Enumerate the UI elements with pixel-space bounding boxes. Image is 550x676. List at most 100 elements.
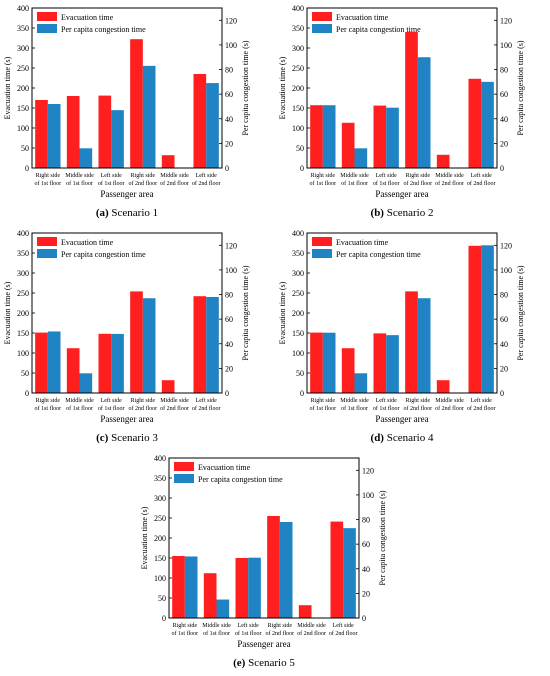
legend-swatch-evacuation — [174, 462, 194, 471]
bar-evacuation-time — [98, 95, 112, 168]
chart-panel-scenario-1: 0 50 100 150 200 250 300 350 400 0 20 40 60 80 100 120 R… — [0, 0, 275, 225]
x-tick-label: Left side — [101, 172, 122, 179]
x-tick-label: Right side — [268, 623, 293, 629]
x-tick-label: Middle side — [340, 173, 369, 179]
y-tick-label: 300 — [292, 269, 304, 278]
y-tick-label: 200 — [292, 309, 304, 318]
bar-congestion-time — [386, 335, 399, 393]
x-tick-label: of 2nd floor — [192, 180, 221, 187]
y2-tick-label: 0 — [362, 614, 366, 623]
legend-swatch-evacuation — [37, 12, 57, 21]
y2-tick-label: 100 — [225, 41, 237, 50]
x-tick-label: of 2nd floor — [403, 405, 432, 412]
y-axis-label: Evacuation time (s) — [278, 281, 287, 344]
caption-text: Scenario 5 — [245, 657, 295, 669]
bar-evacuation-time — [310, 332, 323, 393]
legend-swatch-congestion — [37, 24, 57, 33]
y2-tick-label: 0 — [225, 389, 229, 398]
y2-tick-label: 100 — [500, 41, 512, 50]
bar-congestion-time — [386, 107, 399, 168]
y2-axis-label: Per capita congestion time (s) — [241, 265, 250, 360]
bar-congestion-time — [184, 556, 198, 618]
y2-tick-label: 100 — [362, 491, 374, 500]
bar-evacuation-time — [468, 245, 482, 393]
x-tick-label: Right side — [131, 173, 156, 179]
legend-swatch-evacuation — [37, 237, 57, 246]
bar-congestion-time — [481, 81, 494, 168]
x-axis-label: Passenger area — [375, 414, 428, 424]
bar-evacuation-time — [436, 380, 450, 393]
y-tick-label: 350 — [292, 24, 304, 33]
y-tick-label: 200 — [292, 84, 304, 93]
y-tick-label: 250 — [17, 289, 29, 298]
y-tick-label: 100 — [17, 124, 29, 133]
x-tick-label: Middle side — [160, 173, 189, 179]
x-tick-label: of 1st floor — [373, 405, 400, 412]
caption-letter: (a) — [96, 207, 109, 219]
bar-evacuation-time — [310, 105, 323, 168]
chart-panel-scenario-2: 0 50 100 150 200 250 300 350 400 0 20 40 60 80 100 120 R… — [275, 0, 550, 225]
caption-text: Scenario 2 — [384, 207, 433, 219]
bar-congestion-time — [216, 599, 230, 618]
x-tick-label: Left side — [376, 397, 397, 404]
bar-congestion-time — [354, 373, 368, 393]
y-tick-label: 0 — [162, 614, 166, 623]
bar-congestion-time — [79, 373, 93, 393]
caption-letter: (c) — [96, 432, 109, 444]
x-tick-label: Left side — [333, 622, 354, 629]
y2-axis-label: Per capita congestion time (s) — [516, 265, 525, 360]
x-tick-label: Right side — [36, 173, 61, 179]
y-tick-label: 150 — [292, 329, 304, 338]
bar-congestion-time — [142, 65, 156, 168]
caption-text: Scenario 4 — [384, 432, 434, 444]
bar-congestion-time — [79, 148, 93, 168]
y-tick-label: 350 — [154, 474, 166, 483]
y2-tick-label: 40 — [362, 565, 370, 574]
y2-tick-label: 120 — [225, 241, 237, 250]
x-tick-label: of 1st floor — [373, 180, 400, 187]
chart-svg: 0 50 100 150 200 250 300 350 400 0 20 40 60 80 100 120 R… — [278, 229, 525, 444]
bar-evacuation-time — [468, 78, 482, 168]
x-tick-label: of 2nd floor — [128, 180, 157, 187]
bar-evacuation-time — [373, 333, 387, 393]
y-axis-label: Evacuation time (s) — [278, 56, 287, 119]
legend-swatch-congestion — [174, 474, 194, 483]
y2-tick-label: 80 — [225, 291, 233, 300]
y2-tick-label: 120 — [225, 16, 237, 25]
y-tick-label: 300 — [292, 44, 304, 53]
y2-tick-label: 80 — [225, 66, 233, 75]
chart-panel-scenario-4: 0 50 100 150 200 250 300 350 400 0 20 40 60 80 100 120 R… — [275, 225, 550, 450]
x-tick-label: of 1st floor — [341, 405, 368, 412]
legend-label-evacuation: Evacuation time — [198, 463, 251, 472]
x-tick-label: of 1st floor — [235, 630, 262, 637]
legend-label-congestion: Per capita congestion time — [61, 25, 146, 34]
x-tick-label: of 2nd floor — [192, 405, 221, 412]
bar-evacuation-time — [66, 348, 80, 393]
y2-tick-label: 120 — [362, 466, 374, 475]
y2-tick-label: 120 — [500, 16, 512, 25]
y-tick-label: 350 — [17, 24, 29, 33]
x-tick-label: of 1st floor — [171, 630, 198, 637]
y-tick-label: 100 — [154, 574, 166, 583]
bar-congestion-time — [417, 57, 431, 169]
bar-congestion-time — [248, 557, 261, 618]
x-tick-label: Right side — [311, 398, 336, 404]
y2-tick-label: 0 — [500, 164, 504, 173]
y-tick-label: 0 — [300, 389, 304, 398]
bar-congestion-time — [354, 148, 368, 168]
x-tick-label: of 2nd floor — [160, 180, 189, 187]
x-tick-label: Left side — [471, 172, 492, 179]
bar-evacuation-time — [298, 605, 312, 618]
y2-tick-label: 40 — [500, 115, 508, 124]
panel-caption: (a) Scenario 1 — [96, 207, 158, 219]
bar-evacuation-time — [193, 74, 207, 168]
x-tick-label: Left side — [471, 397, 492, 404]
x-tick-label: Middle side — [65, 398, 94, 404]
bar-evacuation-time — [341, 348, 355, 393]
caption-text: Scenario 1 — [109, 207, 158, 219]
y-tick-label: 50 — [296, 369, 304, 378]
x-tick-label: of 1st floor — [341, 180, 368, 187]
x-tick-label: Middle side — [65, 173, 94, 179]
y2-tick-label: 80 — [500, 66, 508, 75]
x-tick-label: Left side — [196, 172, 217, 179]
